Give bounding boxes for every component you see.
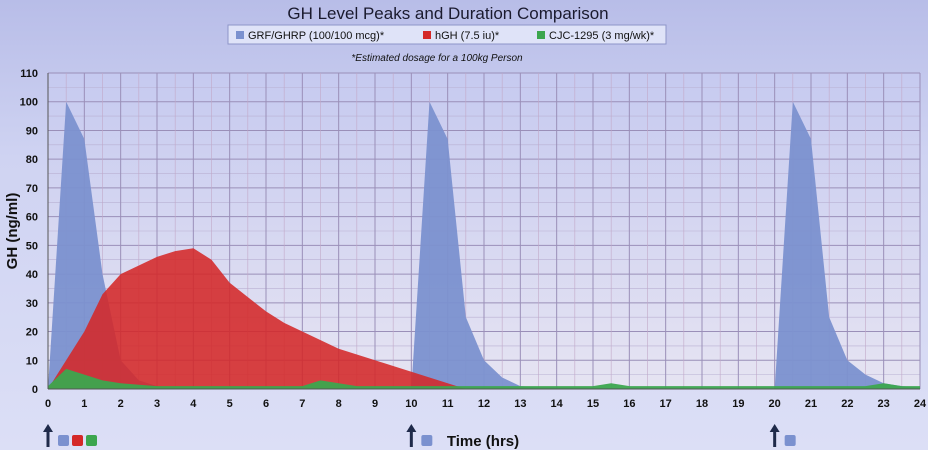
- dose-square: [784, 435, 796, 446]
- x-tick-label: 23: [878, 398, 890, 410]
- x-tick-label: 18: [696, 398, 708, 410]
- y-tick-label: 0: [32, 384, 38, 396]
- y-tick-label: 40: [26, 269, 38, 281]
- y-tick-label: 100: [20, 97, 38, 109]
- y-tick-label: 80: [26, 154, 38, 166]
- series-area-1: [48, 101, 920, 390]
- y-tick-label: 60: [26, 212, 38, 224]
- legend-swatch: [423, 31, 431, 39]
- dose-square: [72, 435, 83, 446]
- x-tick-label: 4: [190, 398, 197, 410]
- dosage-note: *Estimated dosage for a 100kg Person: [351, 53, 523, 64]
- legend-label: hGH (7.5 iu)*: [435, 30, 500, 42]
- y-tick-label: 110: [20, 68, 38, 80]
- x-tick-label: 13: [514, 398, 526, 410]
- x-tick-label: 15: [587, 398, 599, 410]
- x-tick-label: 17: [660, 398, 672, 410]
- x-tick-label: 2: [118, 398, 124, 410]
- axes: [47, 73, 920, 390]
- y-axis-title: GH (ng/ml): [4, 193, 21, 270]
- legend-label: CJC-1295 (3 mg/wk)*: [549, 30, 655, 42]
- legend-swatch: [236, 31, 244, 39]
- x-tick-label: 19: [732, 398, 744, 410]
- legend: GRF/GHRP (100/100 mcg)* hGH (7.5 iu)* CJC-…: [227, 24, 667, 45]
- y-tick-label: 10: [26, 355, 38, 367]
- x-tick-labels: 0 1 2 3 4 5 6 7 8 9 10 11 12 13 14 15 16 17 18 19 20 21 22 23 24: [45, 398, 927, 410]
- chart-title: GH Level Peaks and Duration Comparison: [287, 4, 608, 23]
- x-tick-label: 1: [81, 398, 87, 410]
- x-tick-label: 10: [405, 398, 417, 410]
- x-tick-label: 5: [227, 398, 233, 410]
- dose-marker: [43, 424, 97, 447]
- dose-square: [58, 435, 69, 446]
- y-tick-label: 90: [26, 125, 38, 137]
- x-axis-title: Time (hrs): [447, 433, 519, 450]
- legend-label: GRF/GHRP (100/100 mcg)*: [248, 30, 385, 42]
- x-tick-label: 24: [914, 398, 927, 410]
- dose-arrow-head: [43, 424, 53, 432]
- series-area-3: [48, 368, 920, 389]
- dose-marker: [406, 424, 433, 447]
- x-tick-label: 6: [263, 398, 269, 410]
- x-tick-label: 20: [769, 398, 781, 410]
- dose-square: [86, 435, 97, 446]
- dose-arrow-head: [406, 424, 417, 432]
- x-tick-label: 22: [841, 398, 853, 410]
- dose-arrow-head: [769, 424, 780, 432]
- y-tick-label: 20: [26, 327, 38, 339]
- x-tick-label: 21: [805, 398, 817, 410]
- x-tick-label: 11: [442, 398, 454, 410]
- dose-marker: [769, 424, 796, 447]
- dose-markers: [43, 424, 796, 447]
- x-tick-label: 12: [478, 398, 490, 410]
- dose-square: [421, 435, 433, 446]
- series-areas: [48, 101, 920, 390]
- y-tick-label: 30: [26, 298, 38, 310]
- x-tick-label: 7: [299, 398, 305, 410]
- x-tick-label: 8: [336, 398, 342, 410]
- series-area-2: [48, 248, 466, 389]
- x-tick-label: 0: [45, 398, 51, 410]
- legend-swatch: [537, 31, 545, 39]
- x-tick-label: 14: [551, 398, 564, 410]
- x-tick-label: 3: [154, 398, 160, 410]
- y-tick-labels: 0 10 20 30 40 50 60 70 80 90 100 110: [20, 68, 38, 396]
- x-tick-label: 16: [623, 398, 635, 410]
- y-tick-label: 50: [26, 240, 38, 252]
- y-tick-label: 70: [26, 183, 38, 195]
- x-tick-label: 9: [372, 398, 378, 410]
